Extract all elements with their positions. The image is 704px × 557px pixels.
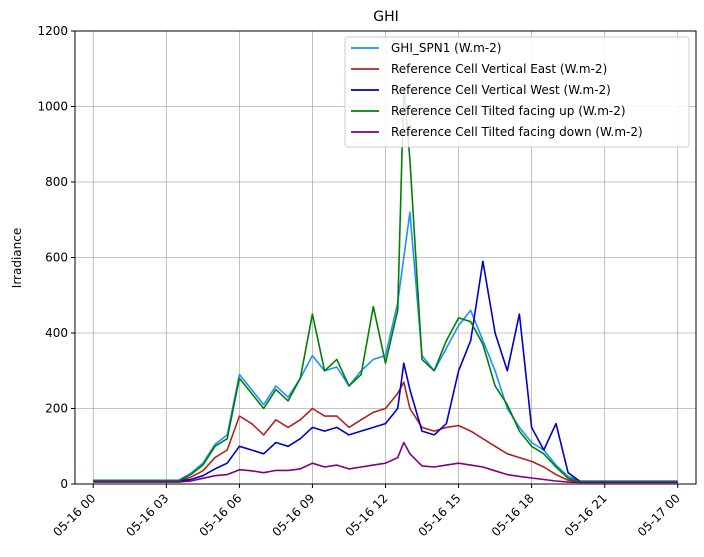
y-axis-title: Irradiance [10, 228, 24, 288]
x-tick-label: 05-16 06 [196, 491, 244, 539]
legend-label: GHI_SPN1 (W.m-2) [391, 41, 501, 55]
series-line [93, 260, 678, 483]
y-tick-label: 0 [60, 477, 68, 491]
x-tick-label: 05-16 12 [343, 491, 391, 539]
legend-box [344, 36, 690, 148]
legend-label: Reference Cell Vertical West (W.m-2) [391, 83, 611, 97]
legend: GHI_SPN1 (W.m-2) Reference Cell Vertical … [344, 36, 690, 148]
x-tick-label: 05-16 00 [50, 491, 98, 539]
y-tick-label: 1000 [37, 100, 68, 114]
x-tick-label: 05-16 03 [123, 491, 171, 539]
chart-title: GHI [373, 9, 399, 25]
x-ticks: 05-16 00 05-16 03 05-16 06 05-16 09 05-16 12… [50, 484, 683, 539]
legend-label: Reference Cell Tilted facing up (W.m-2) [391, 104, 626, 118]
series-line [93, 441, 678, 484]
series-line [93, 211, 678, 482]
y-ticks: 0 200 400 600 800 1000 1200 [37, 24, 75, 491]
x-tick-label: 05-16 18 [489, 491, 537, 539]
y-tick-label: 1200 [37, 24, 68, 38]
y-tick-label: 600 [45, 251, 68, 265]
legend-label: Reference Cell Tilted facing down (W.m-2… [391, 125, 643, 139]
x-tick-label: 05-16 15 [416, 491, 464, 539]
y-tick-label: 200 [45, 402, 68, 416]
x-tick-label: 05-16 09 [270, 491, 318, 539]
x-tick-label: 05-17 00 [635, 491, 683, 539]
legend-label: Reference Cell Vertical East (W.m-2) [391, 62, 607, 76]
y-tick-label: 800 [45, 175, 68, 189]
y-tick-label: 400 [45, 326, 68, 340]
x-tick-label: 05-16 21 [562, 491, 610, 539]
series-line [93, 381, 678, 483]
